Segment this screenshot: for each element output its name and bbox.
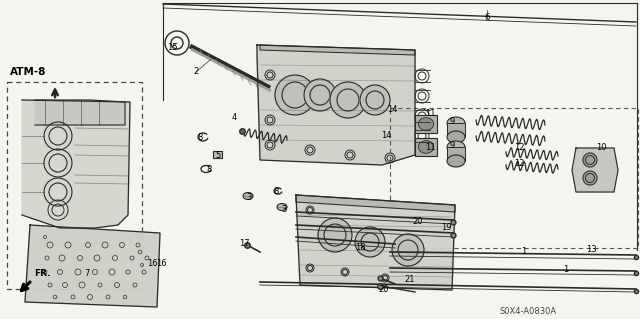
Text: 2: 2 <box>193 68 198 77</box>
Ellipse shape <box>447 117 465 129</box>
Polygon shape <box>257 45 415 165</box>
Bar <box>7 82 142 289</box>
Ellipse shape <box>447 141 465 153</box>
Circle shape <box>583 171 597 185</box>
Text: 20: 20 <box>379 285 389 293</box>
Polygon shape <box>296 195 455 212</box>
Text: 14: 14 <box>387 106 397 115</box>
Text: 16: 16 <box>156 258 166 268</box>
Text: 17: 17 <box>239 240 250 249</box>
Circle shape <box>275 75 315 115</box>
Text: 19: 19 <box>441 224 451 233</box>
Text: 16: 16 <box>147 258 157 268</box>
Text: FR.: FR. <box>34 269 51 278</box>
Bar <box>390 108 638 248</box>
Circle shape <box>330 82 366 118</box>
Ellipse shape <box>447 131 465 143</box>
Polygon shape <box>25 225 160 307</box>
Ellipse shape <box>277 204 287 211</box>
Circle shape <box>360 85 390 115</box>
Ellipse shape <box>447 155 465 167</box>
Text: 20: 20 <box>413 218 423 226</box>
Polygon shape <box>35 100 125 125</box>
Text: 8: 8 <box>206 166 212 174</box>
Text: ATM-8: ATM-8 <box>10 67 46 77</box>
Text: 10: 10 <box>596 144 606 152</box>
Polygon shape <box>296 195 455 290</box>
Text: 6: 6 <box>484 13 490 23</box>
Text: 11: 11 <box>425 108 435 117</box>
Text: 14: 14 <box>381 131 391 140</box>
Bar <box>447 147 465 161</box>
Circle shape <box>355 227 385 257</box>
Text: S0X4-A0830A: S0X4-A0830A <box>500 308 557 316</box>
Text: 1: 1 <box>563 265 568 275</box>
Polygon shape <box>572 148 618 192</box>
Bar <box>415 115 437 133</box>
Circle shape <box>318 218 352 252</box>
Text: 5: 5 <box>216 151 221 160</box>
Text: 7: 7 <box>84 270 90 278</box>
Bar <box>447 123 465 137</box>
Circle shape <box>583 153 597 167</box>
Text: 9: 9 <box>449 117 454 127</box>
Text: 18: 18 <box>355 243 365 253</box>
Bar <box>415 138 437 156</box>
Polygon shape <box>260 45 415 55</box>
Circle shape <box>392 234 424 266</box>
Ellipse shape <box>419 118 434 130</box>
Bar <box>213 151 222 158</box>
Text: 15: 15 <box>167 42 177 51</box>
Polygon shape <box>22 100 130 228</box>
Ellipse shape <box>243 192 253 199</box>
Text: 1: 1 <box>522 248 527 256</box>
Circle shape <box>304 79 336 111</box>
Ellipse shape <box>419 141 434 153</box>
Text: 11: 11 <box>425 143 435 152</box>
Text: 8: 8 <box>197 133 203 143</box>
Text: 9: 9 <box>449 140 454 150</box>
Text: 21: 21 <box>404 276 415 285</box>
Text: 3: 3 <box>282 205 287 214</box>
Text: 13: 13 <box>586 244 596 254</box>
Text: 8: 8 <box>273 188 278 197</box>
Text: 12: 12 <box>514 159 524 167</box>
Text: 3: 3 <box>246 194 252 203</box>
Text: 4: 4 <box>232 114 237 122</box>
Text: 12: 12 <box>514 144 524 152</box>
